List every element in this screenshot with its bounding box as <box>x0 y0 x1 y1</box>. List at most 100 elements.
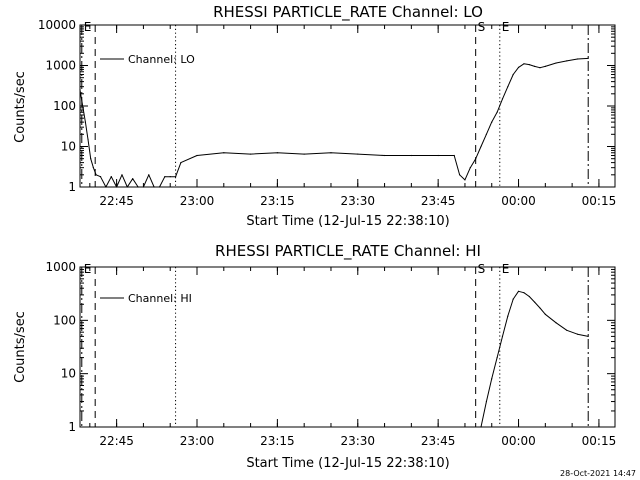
x-tick-label: 00:00 <box>501 194 536 208</box>
x-tick-label: 22:45 <box>99 434 134 448</box>
data-point <box>169 176 171 178</box>
data-point <box>475 158 477 160</box>
y-tick-label: 1000 <box>45 59 76 73</box>
y-tick-label: 1 <box>68 180 76 194</box>
y-tick-label: 10000 <box>38 18 76 32</box>
x-tick-label: 00:15 <box>582 434 617 448</box>
x-tick-label: 23:45 <box>421 434 456 448</box>
data-point <box>330 152 332 154</box>
data-point <box>105 186 107 188</box>
data-point <box>469 167 471 169</box>
data-point <box>164 176 166 178</box>
data-point <box>84 121 86 123</box>
data-point <box>142 186 145 188</box>
data-point <box>539 307 541 309</box>
event-marker-label: S <box>478 20 486 34</box>
data-point <box>576 58 579 60</box>
data-point <box>480 426 482 428</box>
data-point <box>491 121 493 123</box>
data-point <box>491 378 493 380</box>
data-point <box>276 152 278 154</box>
data-point <box>517 290 520 292</box>
data-point <box>357 153 359 155</box>
y-tick-label: 10 <box>61 140 76 154</box>
data-point <box>148 174 150 176</box>
data-point <box>79 89 81 91</box>
plot-frame <box>79 266 616 428</box>
data-point <box>180 162 182 164</box>
data-point <box>303 153 305 155</box>
data-point <box>523 292 525 294</box>
event-marker-label: E <box>84 20 92 34</box>
x-tick-label: 23:15 <box>260 194 295 208</box>
x-tick-label: 23:00 <box>180 434 215 448</box>
data-point <box>496 111 498 113</box>
data-point <box>95 174 97 176</box>
data-point <box>90 158 92 160</box>
data-point <box>534 301 536 303</box>
event-marker-label: E <box>84 262 92 276</box>
data-point <box>517 66 520 68</box>
y-tick-label: 100 <box>53 313 76 327</box>
y-tick-label: 1000 <box>45 260 76 274</box>
data-point <box>116 186 118 188</box>
data-point <box>126 186 128 188</box>
data-point <box>566 329 568 331</box>
data-point <box>534 65 536 68</box>
chart-title: RHESSI PARTICLE_RATE Channel: LO <box>213 3 483 22</box>
y-axis-label: Counts/sec <box>13 71 28 143</box>
x-tick-label: 23:45 <box>421 194 456 208</box>
y-tick-label: 1 <box>68 420 76 434</box>
data-point <box>587 57 589 59</box>
data-point <box>196 154 198 157</box>
data-point <box>410 154 412 157</box>
data-point <box>501 335 504 337</box>
data-point <box>174 176 177 178</box>
legend-entry: Channel: LO <box>128 53 195 66</box>
event-marker-label: S <box>478 262 486 276</box>
timestamp-label: 28-Oct-2021 14:47 <box>560 469 636 478</box>
data-point <box>523 63 525 65</box>
x-tick-label: 23:30 <box>340 194 375 208</box>
data-point <box>453 154 455 157</box>
data-point <box>576 333 579 335</box>
data-point <box>512 73 514 76</box>
event-marker-label: E <box>502 262 510 276</box>
data-point <box>528 295 530 298</box>
data-point <box>544 65 546 68</box>
event-marker-label: E <box>502 20 510 34</box>
data-point <box>566 60 568 62</box>
data-point <box>555 62 557 64</box>
data-point <box>485 400 487 403</box>
data-point <box>528 64 530 66</box>
x-tick-label: 00:00 <box>501 434 536 448</box>
data-point <box>458 174 461 176</box>
data-point <box>153 186 155 188</box>
data-point <box>249 153 252 155</box>
x-axis-label: Start Time (12-Jul-15 22:38:10) <box>246 456 449 471</box>
chart-title: RHESSI PARTICLE_RATE Channel: HI <box>215 242 481 261</box>
data-point <box>544 313 546 315</box>
x-tick-label: 23:15 <box>260 434 295 448</box>
series-line <box>79 57 589 188</box>
data-point <box>92 167 94 169</box>
x-tick-label: 00:15 <box>582 194 617 208</box>
y-tick-label: 10 <box>61 367 76 381</box>
x-tick-label: 23:30 <box>340 434 375 448</box>
data-point <box>158 186 161 188</box>
data-point <box>383 154 386 157</box>
data-point <box>512 298 514 300</box>
series-line <box>480 290 589 428</box>
chart-panel-lo: RHESSI PARTICLE_RATE Channel: LO Start T… <box>13 3 616 229</box>
data-point <box>121 174 123 176</box>
data-point <box>82 105 84 107</box>
data-point <box>480 145 482 148</box>
data-point <box>485 133 487 135</box>
chart-panel-hi: RHESSI PARTICLE_RATE Channel: HI Start T… <box>13 242 616 471</box>
data-point <box>464 179 466 181</box>
data-point <box>539 67 541 69</box>
y-tick-label: 100 <box>53 99 76 113</box>
data-point <box>437 154 439 157</box>
data-point <box>555 322 557 324</box>
